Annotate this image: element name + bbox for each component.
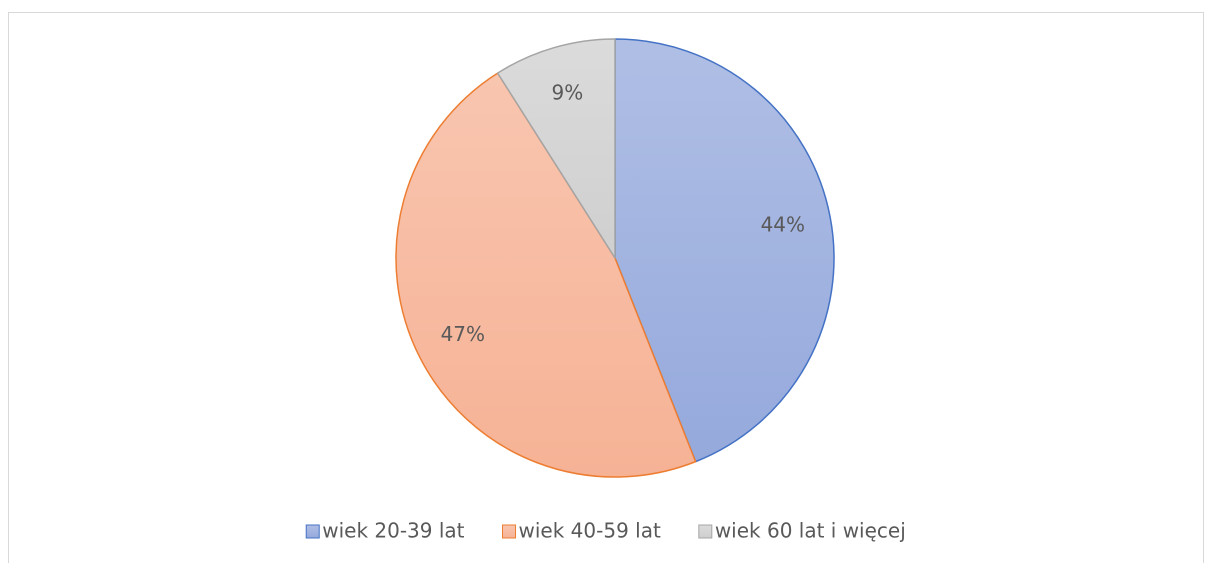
legend-swatch: [305, 524, 320, 539]
legend-label: wiek 20-39 lat: [322, 519, 464, 543]
pie-slice: [614, 38, 835, 463]
pie-slice: [496, 38, 616, 259]
legend-swatch: [698, 524, 713, 539]
data-label: 9%: [551, 80, 583, 104]
data-label: 44%: [761, 212, 805, 236]
legend: wiek 20-39 lat wiek 40-59 lat wiek 60 lat …: [305, 519, 906, 543]
legend-label: wiek 40-59 lat: [519, 519, 661, 543]
legend-label: wiek 60 lat i więcej: [715, 519, 906, 543]
data-label: 47%: [441, 322, 485, 346]
pie-slice: [395, 72, 697, 478]
legend-swatch: [502, 524, 517, 539]
